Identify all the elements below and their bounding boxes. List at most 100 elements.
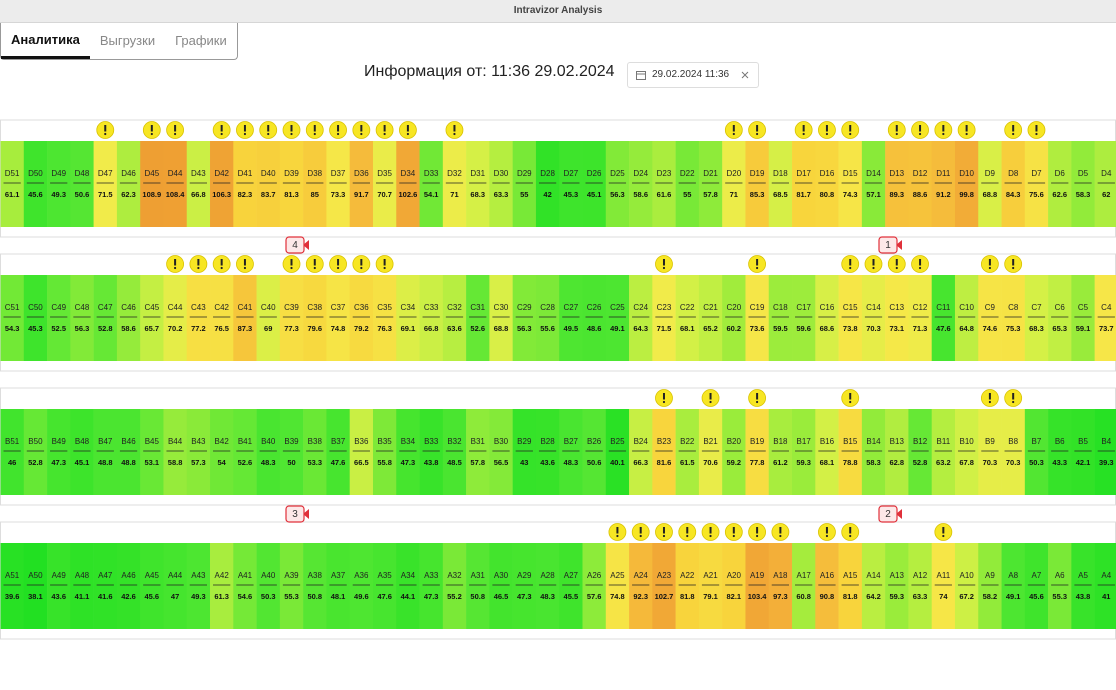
cell xyxy=(745,543,770,629)
warning-circle xyxy=(329,255,347,273)
date-picker[interactable]: 29.02.2024 11:36 xyxy=(627,62,759,88)
cell-label: D16 xyxy=(820,169,835,178)
cell-label: A51 xyxy=(5,571,20,580)
warning-circle xyxy=(1027,121,1046,139)
cell-label: D33 xyxy=(424,169,439,178)
cell-value: 92.3 xyxy=(633,592,648,601)
cell-label: D44 xyxy=(168,169,183,178)
cell xyxy=(140,543,164,629)
warning-dot xyxy=(1012,266,1015,270)
cell-value: 87.3 xyxy=(238,324,253,333)
cell xyxy=(745,141,770,227)
cell-value: 55 xyxy=(520,190,528,199)
cell xyxy=(1071,141,1095,227)
tab[interactable]: Аналитика xyxy=(1,23,90,59)
warning-icon xyxy=(212,121,231,139)
cell-label: D40 xyxy=(261,169,276,178)
warning-dot xyxy=(290,132,293,136)
cell xyxy=(70,141,94,227)
cell-label: C44 xyxy=(168,303,183,312)
cell-value: 68.3 xyxy=(1029,324,1044,333)
cell-value: 85 xyxy=(311,190,319,199)
cell-label: C42 xyxy=(214,303,229,312)
warning-circle xyxy=(166,255,185,273)
cell xyxy=(210,275,234,361)
cell-value: 58.2 xyxy=(983,592,998,601)
cell-label: A4 xyxy=(1101,571,1111,580)
cell-label: B12 xyxy=(913,437,928,446)
cell xyxy=(722,543,746,629)
cell-label: A18 xyxy=(773,571,788,580)
cell-value: 47.3 xyxy=(401,458,416,467)
warning-dot xyxy=(662,400,666,404)
cell xyxy=(233,275,257,361)
cell-value: 103.4 xyxy=(748,592,768,601)
warning-icon xyxy=(1027,121,1046,139)
cell-value: 50.6 xyxy=(587,458,602,467)
warning-dot xyxy=(849,534,852,538)
cell xyxy=(349,543,374,629)
warning-circle xyxy=(981,389,999,407)
cell xyxy=(279,409,304,495)
warning-icon xyxy=(911,255,929,273)
warning-dot xyxy=(313,266,316,270)
cell-value: 56.3 xyxy=(75,324,90,333)
warning-circle xyxy=(841,523,860,541)
cell-value: 50.8 xyxy=(307,592,322,601)
cell xyxy=(931,409,956,495)
clear-icon[interactable] xyxy=(740,70,750,80)
cell-label: A26 xyxy=(587,571,602,580)
cell xyxy=(535,275,560,361)
cell xyxy=(326,543,350,629)
cell-value: 41.6 xyxy=(98,592,113,601)
cell xyxy=(629,409,653,495)
tab[interactable]: Выгрузки xyxy=(99,33,156,48)
cell-value: 45.6 xyxy=(28,190,43,199)
cell-label: D11 xyxy=(936,169,951,178)
warning-bar xyxy=(360,259,363,266)
warning-dot xyxy=(360,266,363,270)
warning-dot xyxy=(849,266,852,270)
warning-dot xyxy=(918,132,922,136)
cell-value: 41.1 xyxy=(75,592,90,601)
tab[interactable]: Графики xyxy=(175,33,227,48)
warning-dot xyxy=(802,132,805,136)
cell xyxy=(466,409,490,495)
cell-label: B35 xyxy=(378,437,393,446)
cell xyxy=(954,409,979,495)
cell-value: 49.5 xyxy=(564,324,579,333)
cell xyxy=(23,275,48,361)
cell-label: C25 xyxy=(610,303,625,312)
cell-value: 52.5 xyxy=(51,324,66,333)
warning-bar xyxy=(383,125,386,132)
cell xyxy=(23,141,48,227)
cell-value: 56.5 xyxy=(494,458,509,467)
cell-value: 74.3 xyxy=(843,190,858,199)
warning-circle xyxy=(655,523,673,541)
warning-bar xyxy=(756,393,759,400)
cell xyxy=(512,543,537,629)
warning-bar xyxy=(662,527,665,534)
cell xyxy=(1094,409,1116,495)
warning-icon xyxy=(352,121,371,139)
calendar-icon xyxy=(636,71,646,80)
warning-circle xyxy=(818,523,836,541)
cell xyxy=(885,275,909,361)
cell xyxy=(605,409,630,495)
cell xyxy=(326,141,350,227)
cell-value: 55.2 xyxy=(447,592,462,601)
warning-icon xyxy=(818,121,836,139)
cell xyxy=(163,543,188,629)
warning-bar xyxy=(267,125,270,132)
warning-icon xyxy=(212,255,231,273)
warning-bar xyxy=(732,125,735,132)
cell-label: A48 xyxy=(75,571,90,580)
warning-dot xyxy=(942,132,945,136)
warning-dot xyxy=(150,132,153,136)
warning-dot xyxy=(267,132,270,136)
cell-value: 81.8 xyxy=(680,592,695,601)
warning-icon xyxy=(282,121,301,139)
cell-value: 53.3 xyxy=(307,458,322,467)
cell-value: 46.5 xyxy=(494,592,509,601)
